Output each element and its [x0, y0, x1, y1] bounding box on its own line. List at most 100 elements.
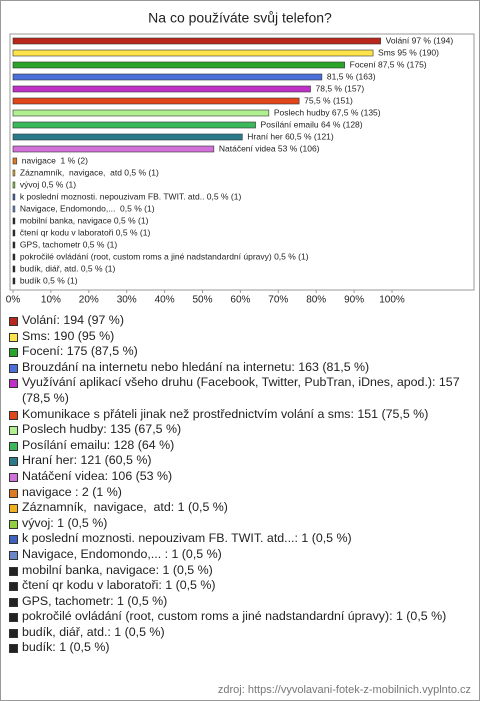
- legend-label: čtení qr kodu v laboratoři: 1 (0,5 %): [22, 578, 216, 593]
- legend-item: k poslední moznosti. nepouzivam FB. TWIT…: [9, 531, 471, 547]
- value-label: pokročilé ovládání (root, custom roms a …: [20, 251, 309, 261]
- legend-swatch: [9, 317, 18, 326]
- value-label: Hraní her 60,5 % (121): [247, 131, 334, 141]
- value-label: Natáčení videa 53 % (106): [219, 143, 320, 153]
- legend-item: Sms: 190 (95 %): [9, 329, 471, 345]
- legend-swatch: [9, 644, 18, 654]
- bar: [12, 205, 16, 213]
- legend-label: Poslech hudby: 135 (67,5 %): [22, 422, 182, 437]
- legend-item: Poslech hudby: 135 (67,5 %): [9, 422, 471, 438]
- x-tick-label: 10%: [41, 295, 61, 306]
- bar: [12, 37, 381, 45]
- bar: [12, 181, 16, 189]
- legend-item: Komunikace s přáteli jinak než prostředn…: [9, 407, 471, 423]
- legend-item: Navigace, Endomondo,... : 1 (0,5 %): [9, 547, 471, 563]
- bar: [12, 85, 311, 93]
- bar: [12, 229, 16, 237]
- legend: Volání: 194 (97 %) Sms: 190 (95 %) Focení:…: [9, 313, 471, 656]
- legend-swatch: [9, 426, 18, 436]
- legend-label: Využívání aplikací všeho druhu (Facebook…: [22, 375, 464, 405]
- value-label: čtení qr kodu v laboratoři 0,5 % (1): [20, 227, 151, 237]
- bar: [12, 169, 16, 177]
- legend-label: vývoj: 1 (0,5 %): [22, 515, 108, 530]
- bar: [12, 265, 16, 273]
- legend-swatch: [9, 379, 18, 389]
- legend-item: navigace : 2 (1 %): [9, 485, 471, 501]
- legend-swatch: [9, 628, 18, 638]
- bar: [12, 109, 270, 117]
- legend-item: budík, diář, atd.: 1 (0,5 %): [9, 625, 471, 641]
- legend-label: navigace : 2 (1 %): [22, 484, 122, 499]
- legend-item: Brouzdání na internetu nebo hledání na i…: [9, 360, 471, 376]
- legend-label: k poslední moznosti. nepouzivam FB. TWIT…: [22, 531, 352, 546]
- legend-swatch: [9, 441, 18, 451]
- legend-label: Focení: 175 (87,5 %): [22, 344, 138, 359]
- bar: [12, 193, 16, 201]
- bar: [12, 121, 256, 129]
- legend-item: čtení qr kodu v laboratoři: 1 (0,5 %): [9, 578, 471, 594]
- value-label: 81,5 % (163): [327, 71, 376, 81]
- bar: [12, 253, 16, 261]
- value-label: Volání 97 % (194): [386, 35, 454, 45]
- legend-label: Navigace, Endomondo,... : 1 (0,5 %): [22, 546, 222, 561]
- legend-item: Natáčení videa: 106 (53 %): [9, 469, 471, 485]
- bar: [12, 277, 16, 285]
- legend-swatch: [9, 566, 18, 576]
- chart: Na co používáte svůj telefon? 0% 10% 20% 30…: [6, 10, 475, 306]
- legend-swatch: [9, 504, 18, 514]
- legend-swatch: [9, 582, 18, 592]
- value-label: mobilní banka, navigace 0,5 % (1): [20, 215, 149, 225]
- legend-swatch: [9, 332, 18, 342]
- value-label: navigace 1 % (2): [22, 155, 88, 165]
- value-label: Navigace, Endomondo,... 0,5 % (1): [20, 203, 155, 213]
- legend-label: budík: 1 (0,5 %): [22, 640, 110, 655]
- legend-swatch: [9, 535, 18, 545]
- bar: [12, 97, 300, 105]
- x-tick-label: 40%: [155, 295, 175, 306]
- legend-item: Záznamník, navigace, atd: 1 (0,5 %): [9, 500, 471, 516]
- bar: [12, 133, 243, 141]
- legend-swatch: [9, 348, 18, 358]
- value-label: Posílání emailu 64 % (128): [261, 119, 363, 129]
- bar: [12, 217, 16, 225]
- bar: [12, 241, 16, 249]
- bar: [12, 73, 323, 81]
- value-label: k poslední moznosti. nepouzivam FB. TWIT…: [20, 191, 242, 201]
- legend-label: Sms: 190 (95 %): [22, 328, 115, 343]
- x-tick-label: 80%: [306, 295, 326, 306]
- legend-label: Brouzdání na internetu nebo hledání na i…: [22, 359, 370, 374]
- legend-swatch: [9, 613, 18, 623]
- legend-label: Hraní her: 121 (60,5 %): [22, 453, 152, 468]
- legend-item: Využívání aplikací všeho druhu (Facebook…: [9, 375, 471, 406]
- x-tick-label: 70%: [268, 295, 288, 306]
- bar: [12, 157, 18, 165]
- legend-item: pokročilé ovládání (root, custom roms a …: [9, 609, 471, 625]
- legend-item: mobilní banka, navigace: 1 (0,5 %): [9, 563, 471, 579]
- legend-label: pokročilé ovládání (root, custom roms a …: [22, 609, 447, 624]
- value-label: 75,5 % (151): [304, 95, 353, 105]
- value-label: vývoj 0,5 % (1): [20, 179, 76, 189]
- x-tick-label: 0%: [6, 295, 21, 306]
- value-label: Záznamník, navigace, atd 0,5 % (1): [20, 167, 159, 177]
- legend-item: vývoj: 1 (0,5 %): [9, 516, 471, 532]
- legend-swatch: [9, 472, 18, 482]
- source: zdroj: https://vyvolavani-fotek-z-mobiln…: [217, 684, 471, 696]
- legend-item: GPS, tachometr: 1 (0,5 %): [9, 594, 471, 610]
- x-tick-label: 100%: [379, 295, 405, 306]
- value-label: GPS, tachometr 0,5 % (1): [20, 239, 117, 249]
- legend-label: mobilní banka, navigace: 1 (0,5 %): [22, 562, 213, 577]
- legend-item: budík: 1 (0,5 %): [9, 640, 471, 656]
- bar: [12, 49, 374, 57]
- x-tick-label: 30%: [117, 295, 137, 306]
- legend-item: Volání: 194 (97 %): [9, 313, 471, 329]
- value-label: budík, diář, atd. 0,5 % (1): [20, 263, 116, 273]
- x-tick-label: 60%: [230, 295, 250, 306]
- legend-swatch: [9, 519, 18, 529]
- legend-label: Natáčení videa: 106 (53 %): [22, 468, 173, 483]
- legend-swatch: [9, 550, 18, 560]
- legend-label: Volání: 194 (97 %): [22, 313, 124, 327]
- bar: [12, 145, 215, 153]
- legend-swatch: [9, 488, 18, 498]
- legend-label: Záznamník, navigace, atd: 1 (0,5 %): [22, 500, 228, 515]
